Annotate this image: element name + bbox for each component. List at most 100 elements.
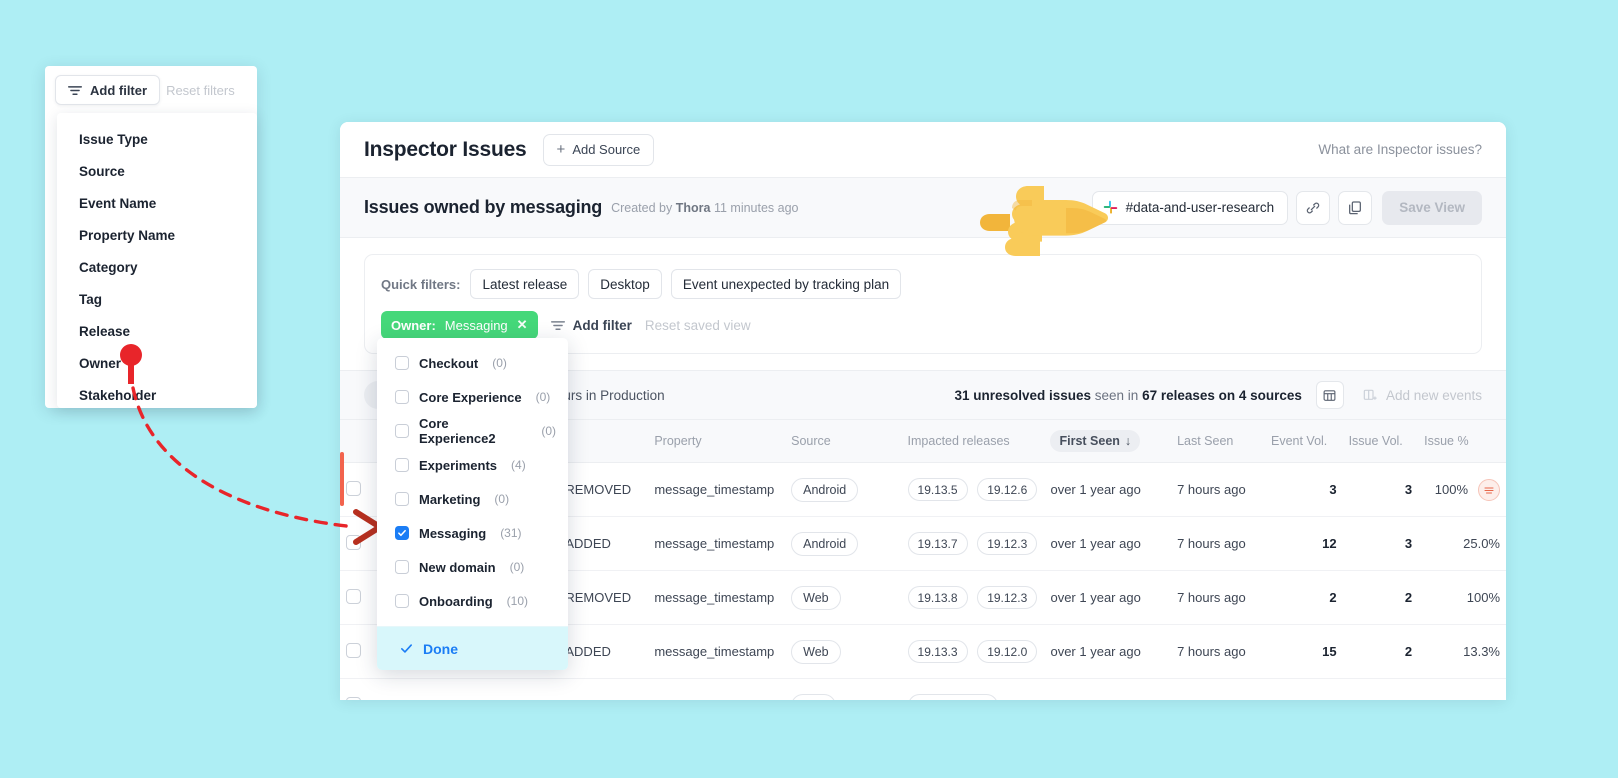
checkbox-unchecked-icon[interactable] xyxy=(395,390,409,404)
cell-event-vol: 3 xyxy=(1264,462,1343,517)
link-icon xyxy=(1306,202,1320,213)
row-checkbox-cell[interactable] xyxy=(340,570,371,625)
row-checkbox[interactable] xyxy=(346,642,361,658)
sort-pill-first-seen[interactable]: First Seen ↓ xyxy=(1050,430,1141,452)
checkbox-unchecked-icon[interactable] xyxy=(395,492,409,506)
cell-releases: 19.13.5 19.12.6 xyxy=(901,462,1045,517)
owner-option-label: Experiments xyxy=(419,457,498,473)
checkbox-unchecked-icon[interactable] xyxy=(395,356,409,370)
slack-channel-name: #data-and-user-research xyxy=(1125,200,1275,215)
row-checkbox-cell[interactable] xyxy=(340,624,371,679)
issue-vol-value: 2 xyxy=(1405,698,1412,700)
releases-sources: 67 releases on 4 sources xyxy=(1142,387,1302,403)
cell-property: message_timestamp xyxy=(648,624,786,679)
quick-filter-chip-0[interactable]: Latest release xyxy=(470,269,580,299)
filter-menu-item-event-name[interactable]: Event Name xyxy=(57,187,257,219)
row-checkbox-cell[interactable] xyxy=(340,516,371,571)
severity-icon[interactable] xyxy=(1478,478,1500,501)
row-checkbox[interactable] xyxy=(346,588,361,604)
cell-last-seen: 7 hours ago xyxy=(1171,624,1265,679)
owner-option-checkout[interactable]: Checkout (0) xyxy=(377,346,568,380)
event-vol-value: 12 xyxy=(1322,536,1337,551)
slack-channel-chip[interactable]: #data-and-user-research xyxy=(1091,190,1289,225)
duplicate-view-button[interactable] xyxy=(1338,190,1373,225)
owner-option-label: Checkout xyxy=(419,355,479,371)
row-checkbox-cell[interactable] xyxy=(340,678,371,700)
filter-menu-item-release[interactable]: Release xyxy=(57,315,257,347)
inspector-help-link[interactable]: What are Inspector issues? xyxy=(1318,142,1482,157)
checkbox-checked-icon[interactable] xyxy=(395,526,409,540)
row-checkbox[interactable] xyxy=(346,534,361,550)
add-new-events-button[interactable]: Add new events xyxy=(1362,387,1482,403)
owner-options-list: Checkout (0) Core Experience (0) Core Ex… xyxy=(377,338,568,626)
owner-option-onboarding[interactable]: Onboarding (10) xyxy=(377,584,568,618)
cell-issue: Property type does not match xyxy=(370,678,485,700)
th-select-all[interactable] xyxy=(340,419,371,463)
row-checkbox[interactable] xyxy=(346,696,361,700)
add-filter-toolbar-button[interactable]: Add filter xyxy=(55,75,161,105)
owner-option-new-domain[interactable]: New domain (0) xyxy=(377,550,568,584)
filter-menu-item-tag[interactable]: Tag xyxy=(57,283,257,315)
issue-vol-value: 3 xyxy=(1404,482,1413,497)
checkbox-unchecked-icon[interactable] xyxy=(395,424,409,438)
owner-option-experiments[interactable]: Experiments (4) xyxy=(377,448,568,482)
page-title: Inspector Issues xyxy=(364,137,527,161)
cell-property: message_timestamp xyxy=(648,516,786,571)
cell-last-seen: 7 hours ago xyxy=(1171,462,1265,517)
owner-option-core-experience[interactable]: Core Experience (0) xyxy=(377,380,568,414)
cell-source: iOS xyxy=(785,678,902,700)
reset-saved-view-button[interactable]: Reset saved view xyxy=(644,317,751,333)
quick-filter-chip-2[interactable]: Event unexpected by tracking plan xyxy=(670,269,902,299)
active-filter-owner-messaging[interactable]: Owner: Messaging ✕ xyxy=(381,311,538,339)
row-checkbox[interactable] xyxy=(346,480,361,496)
cell-first-seen: over 1 year ago xyxy=(1044,516,1172,571)
owner-option-count: (0) xyxy=(509,560,525,574)
filter-menu-item-owner[interactable]: Owner xyxy=(57,347,257,379)
th-property[interactable]: Property xyxy=(648,419,786,463)
copy-link-button[interactable] xyxy=(1296,190,1331,225)
cell-first-seen: over 1 year ago xyxy=(1044,462,1172,517)
th-issue-vol[interactable]: Issue Vol. xyxy=(1342,419,1419,463)
created-prefix: Created by xyxy=(611,200,673,215)
cell-property: message_timestamp xyxy=(648,678,786,700)
row-checkbox-cell[interactable] xyxy=(340,462,371,517)
add-filter-menu: Issue Type Source Event Name Property Na… xyxy=(57,113,257,408)
th-issue-pct[interactable]: Issue % xyxy=(1418,419,1506,463)
filter-menu-item-issue-type[interactable]: Issue Type xyxy=(57,123,257,155)
th-source[interactable]: Source xyxy=(785,419,902,463)
th-first-seen[interactable]: First Seen ↓ xyxy=(1044,419,1172,463)
th-impacted-releases[interactable]: Impacted releases xyxy=(901,419,1045,463)
issue-pct-wrap: 100% xyxy=(1424,478,1500,501)
th-last-seen[interactable]: Last Seen xyxy=(1171,419,1265,463)
owner-dropdown-done-button[interactable]: Done xyxy=(377,626,568,670)
reset-filters-button[interactable]: Reset filters xyxy=(166,82,235,98)
owner-option-label: New domain xyxy=(419,559,496,575)
issues-summary: 31 unresolved issues seen in 67 releases… xyxy=(954,388,1301,403)
add-filter-button[interactable]: Add filter xyxy=(550,318,632,333)
owner-option-core-experience2[interactable]: Core Experience2 (0) xyxy=(377,414,568,448)
checkbox-unchecked-icon[interactable] xyxy=(395,458,409,472)
cell-first-seen: over 1 year ago xyxy=(1044,570,1172,625)
filter-menu-item-stakeholder[interactable]: Stakeholder xyxy=(57,379,257,411)
close-icon[interactable]: ✕ xyxy=(516,317,528,332)
column-settings-button[interactable] xyxy=(1315,381,1344,409)
cell-issue-vol: 3 xyxy=(1342,462,1419,517)
filter-menu-item-category[interactable]: Category xyxy=(57,251,257,283)
save-view-button[interactable]: Save View xyxy=(1382,190,1482,225)
checkbox-unchecked-icon[interactable] xyxy=(395,560,409,574)
source-pill: iOS xyxy=(791,693,836,700)
add-filter-toolbar-label: Add filter xyxy=(90,82,148,98)
cell-first-seen: over 1 year ago xyxy=(1044,624,1172,679)
created-when: 11 minutes ago xyxy=(713,200,799,215)
th-event-vol[interactable]: Event Vol. xyxy=(1264,419,1343,463)
checkbox-unchecked-icon[interactable] xyxy=(395,594,409,608)
table-row[interactable]: Property type does not match REACTION_RE… xyxy=(340,678,1506,700)
filter-menu-item-source[interactable]: Source xyxy=(57,155,257,187)
owner-option-count: (0) xyxy=(535,390,551,404)
add-source-button[interactable]: + Add Source xyxy=(542,133,655,166)
quick-filter-chip-1[interactable]: Desktop xyxy=(588,269,662,299)
owner-option-marketing[interactable]: Marketing (0) xyxy=(377,482,568,516)
filter-menu-label: Stakeholder xyxy=(79,387,157,403)
filter-menu-item-property-name[interactable]: Property Name xyxy=(57,219,257,251)
owner-option-messaging[interactable]: Messaging (31) xyxy=(377,516,568,550)
